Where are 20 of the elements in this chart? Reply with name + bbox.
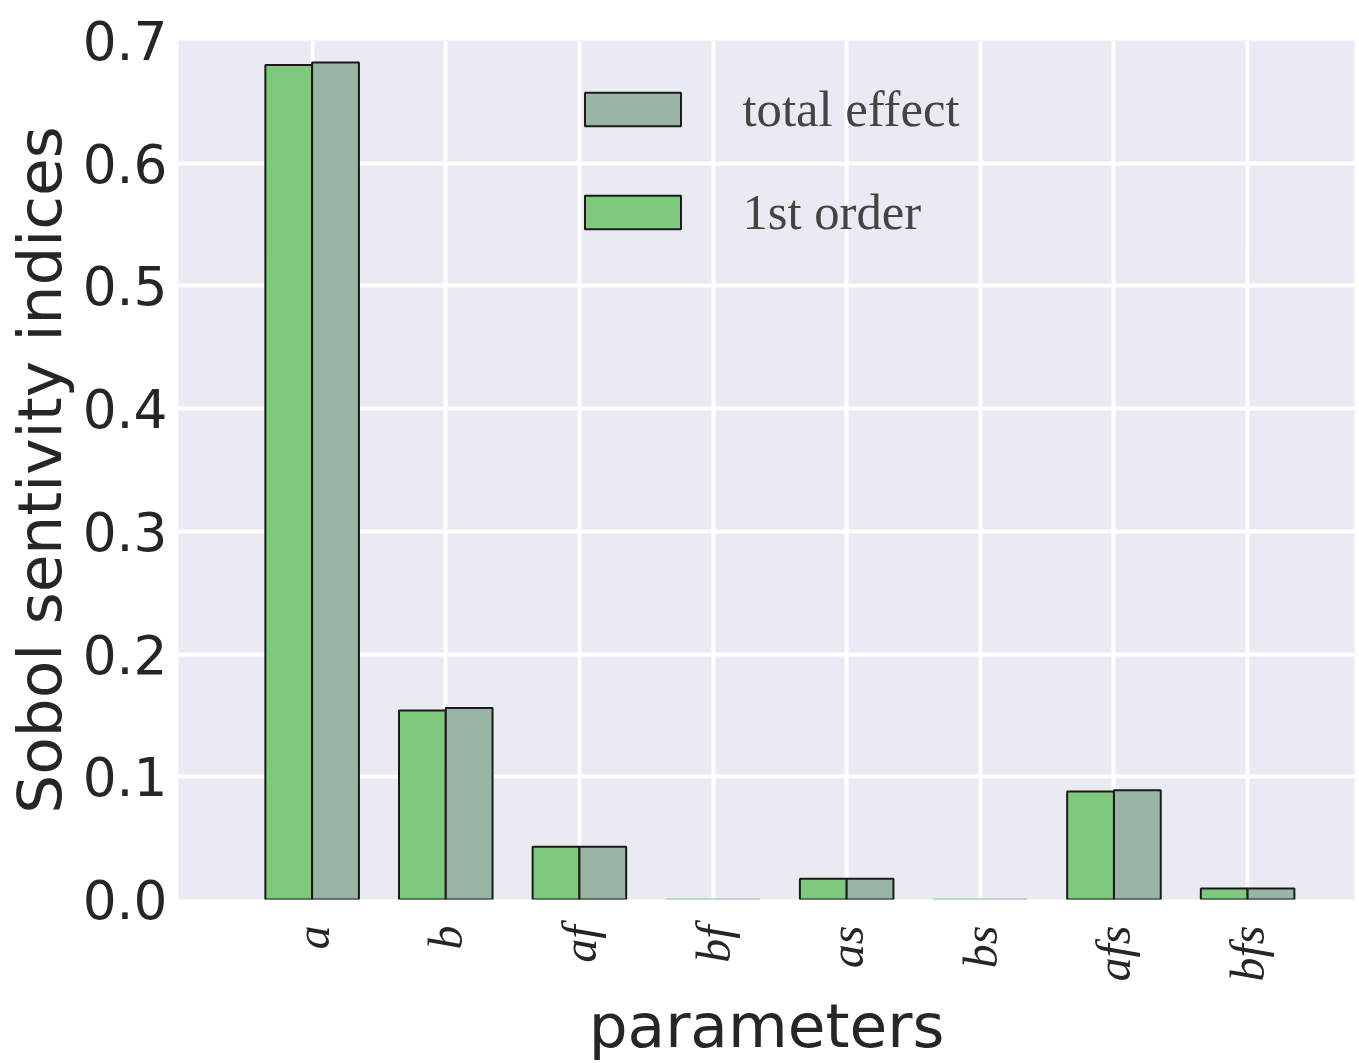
y-tick-label: 0.5: [82, 255, 168, 319]
x-axis-title: parameters: [588, 989, 945, 1061]
x-tick-label: b: [419, 925, 473, 950]
y-axis-title: Sobol sentivity indices: [3, 126, 75, 814]
x-tick-label: af: [552, 919, 606, 963]
y-tick-label: 0.1: [82, 746, 168, 810]
x-tick-label: a: [285, 925, 339, 950]
legend-label: 1st order: [742, 183, 922, 241]
y-tick-label: 0.2: [82, 623, 168, 687]
x-tick-label: afs: [1087, 925, 1141, 982]
y-tick-label: 0.0: [82, 869, 168, 932]
y-tick-label: 0.4: [82, 378, 168, 442]
y-tick-label: 0.6: [82, 132, 168, 196]
y-tick-label: 0.3: [82, 500, 168, 564]
x-tick-label: as: [820, 925, 874, 969]
y-tick-label: 0.7: [82, 10, 168, 73]
x-tick-label: bs: [953, 925, 1007, 969]
x-tick-label: bfs: [1221, 925, 1275, 982]
x-tick-label: bf: [686, 919, 740, 963]
legend-label: total effect: [742, 80, 960, 138]
